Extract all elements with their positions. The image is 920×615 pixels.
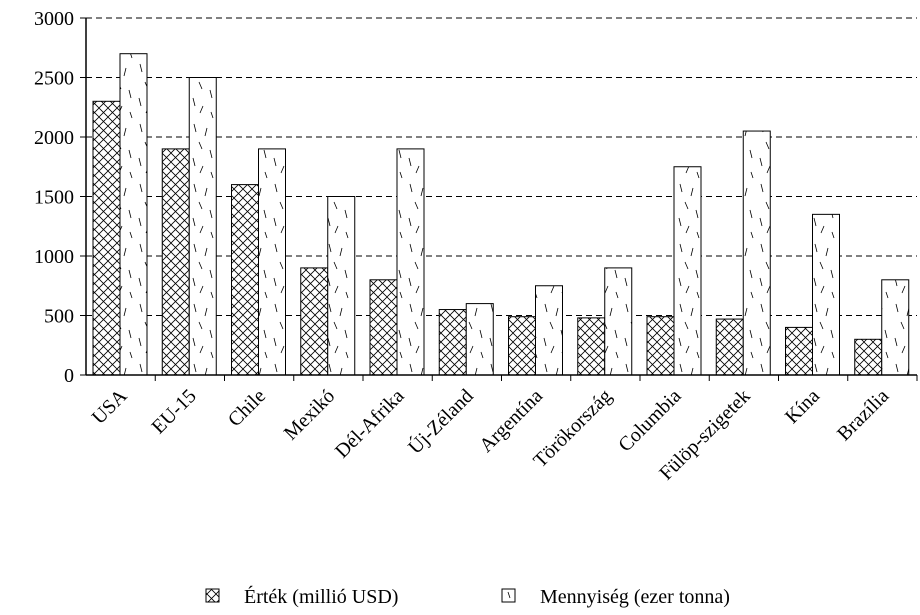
x-tick-label: Dél-Afrika xyxy=(331,385,409,463)
bar xyxy=(604,267,633,376)
y-tick-label: 0 xyxy=(64,365,74,387)
bar xyxy=(161,148,190,376)
bar xyxy=(438,309,467,376)
bar xyxy=(231,184,259,376)
y-tick-label: 2000 xyxy=(34,127,74,149)
bar xyxy=(188,77,217,376)
x-tick-label: Kína xyxy=(781,385,824,428)
bar xyxy=(535,285,563,376)
legend-label: Mennyiség (ezer tonna) xyxy=(540,586,730,608)
y-tick-label: 3000 xyxy=(34,8,74,30)
x-tick-label: Chile xyxy=(224,385,270,431)
x-tick-label: USA xyxy=(88,385,132,429)
bar xyxy=(396,148,425,376)
bar xyxy=(673,166,702,376)
y-tick-label: 500 xyxy=(44,306,74,328)
bar xyxy=(881,279,910,376)
bar xyxy=(812,213,840,376)
bar xyxy=(327,196,356,376)
bar xyxy=(715,318,744,376)
bar xyxy=(258,148,286,376)
y-tick-label: 1500 xyxy=(34,187,74,209)
bar xyxy=(369,279,398,376)
bar xyxy=(742,130,771,376)
bar xyxy=(577,317,606,376)
x-tick-label: Új-Zéland xyxy=(403,384,478,459)
legend-label: Érték (millió USD) xyxy=(244,585,398,608)
bar xyxy=(465,303,494,376)
legend-swatch xyxy=(205,588,220,603)
y-tick-label: 1000 xyxy=(34,246,74,268)
x-tick-label: EU-15 xyxy=(148,385,201,438)
bar xyxy=(300,267,329,376)
x-tick-label: Columbia xyxy=(614,385,685,456)
bar xyxy=(119,53,148,376)
x-tick-label: Brazília xyxy=(833,385,893,445)
bar xyxy=(92,100,121,376)
bar xyxy=(785,326,813,376)
legend-swatch xyxy=(501,588,516,603)
x-tick-label: Argentína xyxy=(475,385,547,457)
y-tick-label: 2500 xyxy=(34,68,74,90)
x-tick-label: Mexikó xyxy=(280,385,340,445)
bar xyxy=(854,338,883,376)
bar xyxy=(646,316,675,376)
bar xyxy=(508,316,536,376)
